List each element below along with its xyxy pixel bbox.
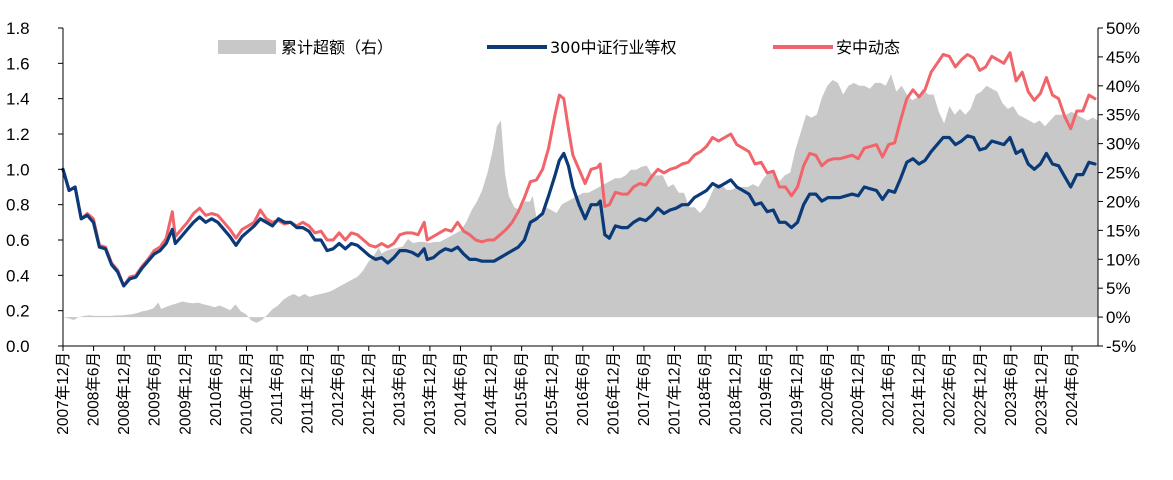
x-tick-label: 2010年6月 <box>207 352 225 426</box>
x-tick-label: 2021年6月 <box>880 352 898 426</box>
right-tick-label: 25% <box>1106 164 1140 183</box>
excess-return-area <box>63 74 1098 323</box>
x-tick-label: 2022年12月 <box>971 352 989 435</box>
legend-label: 安中动态 <box>836 38 900 57</box>
x-tick-label: 2020年6月 <box>818 352 836 426</box>
x-tick-label: 2017年6月 <box>635 352 653 426</box>
x-tick-label: 2014年12月 <box>482 352 500 435</box>
x-tick-label: 2007年12月 <box>54 352 72 435</box>
legend-item: 300中证行业等权 <box>487 38 677 57</box>
x-tick-label: 2024年6月 <box>1063 352 1081 426</box>
right-tick-label: -5% <box>1106 337 1136 356</box>
right-tick-label: 20% <box>1106 192 1140 211</box>
x-tick-label: 2015年12月 <box>543 352 561 435</box>
x-tick-label: 2022年6月 <box>941 352 959 426</box>
x-tick-label: 2013年6月 <box>390 352 408 426</box>
x-tick-label: 2012年6月 <box>329 352 347 426</box>
x-tick-label: 2010年12月 <box>237 352 255 435</box>
series-line-csi300-equal-weight <box>61 134 1097 288</box>
legend-item: 累计超额（右） <box>218 38 393 57</box>
series-line-layer <box>61 51 1097 288</box>
x-tick-label: 2023年6月 <box>1002 352 1020 426</box>
x-tick-label: 2019年6月 <box>757 352 775 426</box>
right-tick-label: 30% <box>1106 135 1140 154</box>
x-tick-label: 2020年12月 <box>849 352 867 435</box>
x-tick-label: 2008年6月 <box>85 352 103 426</box>
left-tick-label: 0.4 <box>6 266 30 285</box>
legend-label: 累计超额（右） <box>281 38 393 57</box>
x-tick-label: 2013年12月 <box>421 352 439 435</box>
right-tick-label: 10% <box>1106 250 1140 269</box>
left-tick-label: 1.4 <box>6 90 30 109</box>
left-tick-label: 1.2 <box>6 125 30 144</box>
x-tick-label: 2019年12月 <box>788 352 806 435</box>
left-tick-label: 0.8 <box>6 196 30 215</box>
x-axis-ticks: 2007年12月 2008年6月 2008年12月 2009年6月 2009年12月 20… <box>54 346 1081 435</box>
right-tick-label: 40% <box>1106 77 1140 96</box>
right-tick-label: 0% <box>1106 308 1131 327</box>
series-line-anzhong <box>61 51 1097 288</box>
legend-swatch <box>218 40 276 54</box>
x-tick-label: 2009年12月 <box>176 352 194 435</box>
axes <box>62 28 1099 347</box>
x-tick-label: 2017年12月 <box>666 352 684 435</box>
right-tick-label: 45% <box>1106 48 1140 67</box>
right-tick-label: 15% <box>1106 221 1140 240</box>
x-tick-label: 2021年12月 <box>910 352 928 435</box>
left-tick-label: 0.2 <box>6 302 30 321</box>
x-tick-label: 2018年12月 <box>727 352 745 435</box>
left-tick-label: 1.0 <box>6 160 30 179</box>
x-tick-label: 2023年12月 <box>1032 352 1050 435</box>
right-tick-label: 35% <box>1106 106 1140 125</box>
legend: 累计超额（右） 300中证行业等权 安中动态 <box>218 38 900 57</box>
excess-return-area-layer <box>63 74 1098 323</box>
x-tick-label: 2016年12月 <box>604 352 622 435</box>
left-axis-ticks: 0.0 0.2 0.4 0.6 0.8 1.0 1.2 1.4 1.6 1.8 <box>6 19 63 356</box>
x-tick-label: 2012年12月 <box>360 352 378 435</box>
right-tick-label: 50% <box>1106 19 1140 38</box>
legend-item: 安中动态 <box>773 38 900 57</box>
right-tick-label: 5% <box>1106 279 1131 298</box>
x-tick-label: 2018年6月 <box>696 352 714 426</box>
left-tick-label: 1.6 <box>6 54 30 73</box>
x-tick-label: 2014年6月 <box>451 352 469 426</box>
x-tick-label: 2011年6月 <box>268 352 286 425</box>
x-tick-label: 2015年6月 <box>513 352 531 426</box>
x-tick-label: 2011年12月 <box>299 352 317 434</box>
left-tick-label: 0.6 <box>6 231 30 250</box>
x-tick-label: 2016年6月 <box>574 352 592 426</box>
left-tick-label: 1.8 <box>6 19 30 38</box>
left-tick-label: 0.0 <box>6 337 30 356</box>
right-axis-ticks: -5% 0% 5% 10% 15% 20% 25% 30% 35% 40% 45% 50% <box>1098 19 1140 356</box>
legend-label: 300中证行业等权 <box>550 38 677 57</box>
x-tick-label: 2009年6月 <box>146 352 164 426</box>
x-tick-label: 2008年12月 <box>115 352 133 435</box>
